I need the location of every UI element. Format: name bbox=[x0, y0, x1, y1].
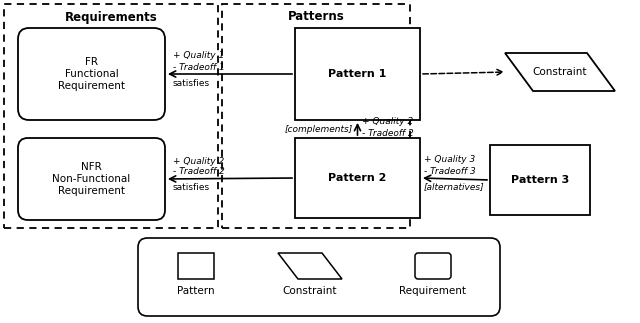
Polygon shape bbox=[278, 253, 342, 279]
Text: Requirement: Requirement bbox=[399, 286, 467, 296]
Text: [complements]: [complements] bbox=[284, 124, 353, 133]
Bar bbox=[490, 145, 590, 215]
Text: Constraint: Constraint bbox=[532, 67, 588, 77]
FancyBboxPatch shape bbox=[18, 138, 165, 220]
Text: FR
Functional
Requirement: FR Functional Requirement bbox=[58, 57, 125, 90]
Text: satisfies: satisfies bbox=[173, 78, 210, 88]
Text: [alternatives]: [alternatives] bbox=[424, 182, 484, 192]
Text: satisfies: satisfies bbox=[173, 183, 210, 193]
Text: Patterns: Patterns bbox=[287, 11, 344, 24]
Text: NFR
Non-Functional
Requirement: NFR Non-Functional Requirement bbox=[52, 162, 131, 196]
Bar bbox=[4, 4, 218, 228]
Text: Constraint: Constraint bbox=[283, 286, 337, 296]
Text: - Tradeoff 1: - Tradeoff 1 bbox=[173, 62, 225, 71]
Text: + Quality 2: + Quality 2 bbox=[173, 157, 224, 165]
Text: Pattern 1: Pattern 1 bbox=[328, 69, 387, 79]
Text: - Tradeoff 2: - Tradeoff 2 bbox=[173, 168, 225, 176]
Text: + Quality 2: + Quality 2 bbox=[362, 117, 413, 126]
Text: - Tradeoff 3: - Tradeoff 3 bbox=[424, 166, 476, 175]
FancyBboxPatch shape bbox=[138, 238, 500, 316]
FancyBboxPatch shape bbox=[415, 253, 451, 279]
Text: + Quality 1: + Quality 1 bbox=[173, 51, 224, 60]
Text: Requirements: Requirements bbox=[65, 11, 157, 24]
Bar bbox=[295, 138, 420, 218]
Bar bbox=[178, 253, 214, 279]
Polygon shape bbox=[505, 53, 615, 91]
Text: Pattern 2: Pattern 2 bbox=[328, 173, 387, 183]
FancyBboxPatch shape bbox=[18, 28, 165, 120]
Text: - Tradeoff 2: - Tradeoff 2 bbox=[362, 130, 414, 139]
Bar bbox=[222, 4, 410, 228]
Text: + Quality 3: + Quality 3 bbox=[424, 155, 476, 164]
Bar bbox=[295, 28, 420, 120]
Text: Pattern 3: Pattern 3 bbox=[511, 175, 569, 185]
Text: Pattern: Pattern bbox=[177, 286, 215, 296]
